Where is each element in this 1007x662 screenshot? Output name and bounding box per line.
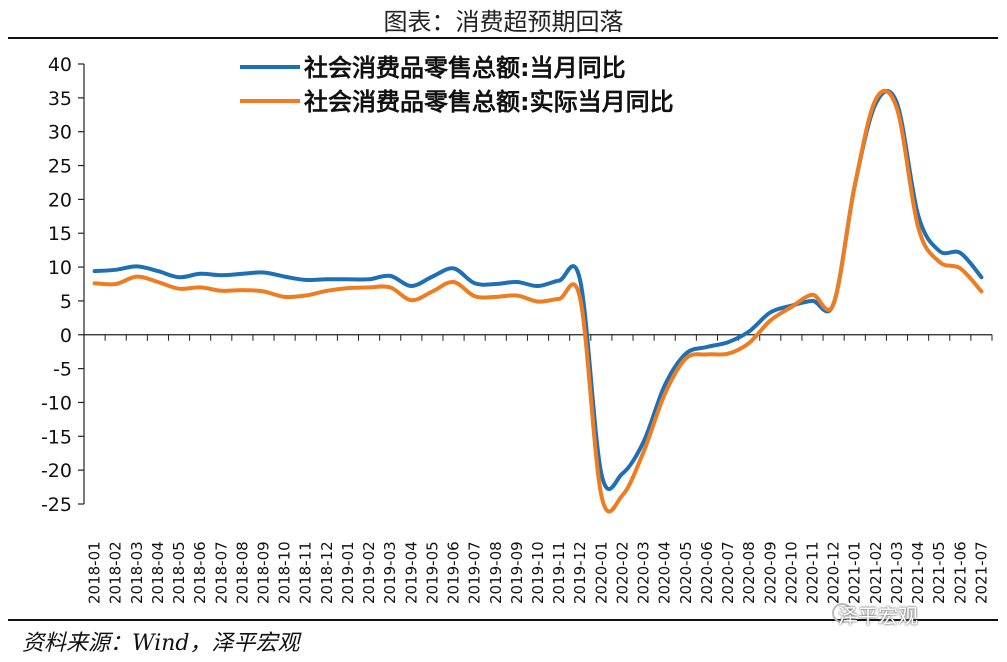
x-tick-label: 2019-12 (571, 541, 589, 604)
chart-title: 图表：消费超预期回落 (383, 8, 624, 36)
x-tick-label: 2019-01 (339, 541, 357, 604)
x-tick-label: 2020-03 (635, 541, 653, 604)
x-tick-label: 2018-04 (149, 541, 167, 604)
x-tick-label: 2018-05 (170, 541, 188, 604)
x-tick-label: 2019-11 (550, 541, 568, 604)
source-note: 资料来源：Wind，泽平宏观 (22, 631, 300, 656)
y-tick-label: 15 (48, 223, 72, 245)
x-tick-label: 2021-07 (972, 541, 990, 604)
x-tick-label: 2020-08 (740, 541, 758, 604)
y-tick-label: 5 (60, 291, 72, 313)
x-tick-label: 2019-07 (466, 541, 484, 604)
y-tick-label: 40 (48, 54, 72, 76)
x-tick-label: 2021-01 (846, 541, 864, 604)
x-tick-label: 2020-01 (592, 541, 610, 604)
x-tick-label: 2021-02 (867, 541, 885, 604)
y-tick-label: 25 (48, 156, 72, 178)
x-tick-label: 2019-02 (360, 541, 378, 604)
x-tick-label: 2018-11 (297, 541, 315, 604)
y-tick-label: 20 (48, 189, 72, 211)
x-tick-label: 2021-03 (888, 541, 906, 604)
watermark: 泽平宏观 (838, 604, 918, 628)
y-tick-label: -20 (41, 460, 72, 482)
y-tick-label: -15 (41, 426, 72, 448)
x-tick-label: 2020-06 (698, 541, 716, 604)
x-tick-label: 2020-11 (804, 541, 822, 604)
x-tick-label: 2021-06 (951, 541, 969, 604)
legend-label-2: 社会消费品零售总额:实际当月同比 (304, 88, 674, 116)
bottom-rule (8, 619, 998, 621)
x-tick-label: 2020-02 (613, 541, 631, 604)
x-tick-label: 2018-03 (128, 541, 146, 604)
x-axis: 2018-01 2018-02 2018-03 2018-04 2018-05 2018-… (83, 334, 993, 604)
y-tick-label: 30 (48, 122, 72, 144)
top-rule (8, 37, 998, 39)
y-tick-label: -5 (53, 359, 72, 381)
x-tick-label: 2018-09 (254, 541, 272, 604)
x-tick-label: 2019-05 (423, 541, 441, 604)
x-tick-label: 2018-06 (191, 541, 209, 604)
x-tick-label: 2019-08 (487, 541, 505, 604)
x-tick-label: 2019-09 (508, 541, 526, 604)
series-lines (92, 88, 984, 514)
x-tick-label: 2018-07 (212, 541, 230, 604)
x-tick-label: 2019-10 (529, 541, 547, 604)
y-tick-label: 0 (60, 325, 72, 347)
x-tick-label: 2020-04 (656, 541, 674, 604)
x-tick-label: 2019-04 (402, 541, 420, 604)
x-tick-label: 2018-12 (318, 541, 336, 604)
x-tick-label: 2020-10 (782, 541, 800, 604)
x-tick-label: 2021-05 (930, 541, 948, 604)
x-tick-label: 2018-08 (233, 541, 251, 604)
y-tick-label: -10 (41, 392, 72, 414)
x-tick-label: 2019-06 (445, 541, 463, 604)
x-tick-label: 2018-02 (107, 541, 125, 604)
y-tick-label: 35 (48, 88, 72, 110)
x-tick-label: 2019-03 (381, 541, 399, 604)
x-tick-label: 2020-12 (825, 541, 843, 604)
y-tick-label: 10 (48, 257, 72, 279)
legend-label-1: 社会消费品零售总额:当月同比 (304, 54, 626, 82)
x-tick-label: 2018-01 (86, 541, 104, 604)
y-tick-label: -25 (41, 494, 72, 516)
x-tick-label: 2020-05 (677, 541, 695, 604)
y-axis: 40 35 30 25 20 15 10 5 0 -5 -10 -15 -20 -25 (41, 54, 85, 516)
x-tick-label: 2021-04 (909, 541, 927, 604)
x-tick-label: 2020-07 (719, 541, 737, 604)
x-tick-label: 2018-10 (276, 541, 294, 604)
series-line-2 (92, 88, 984, 514)
wechat-icon (832, 603, 852, 623)
x-tick-label: 2020-09 (761, 541, 779, 604)
